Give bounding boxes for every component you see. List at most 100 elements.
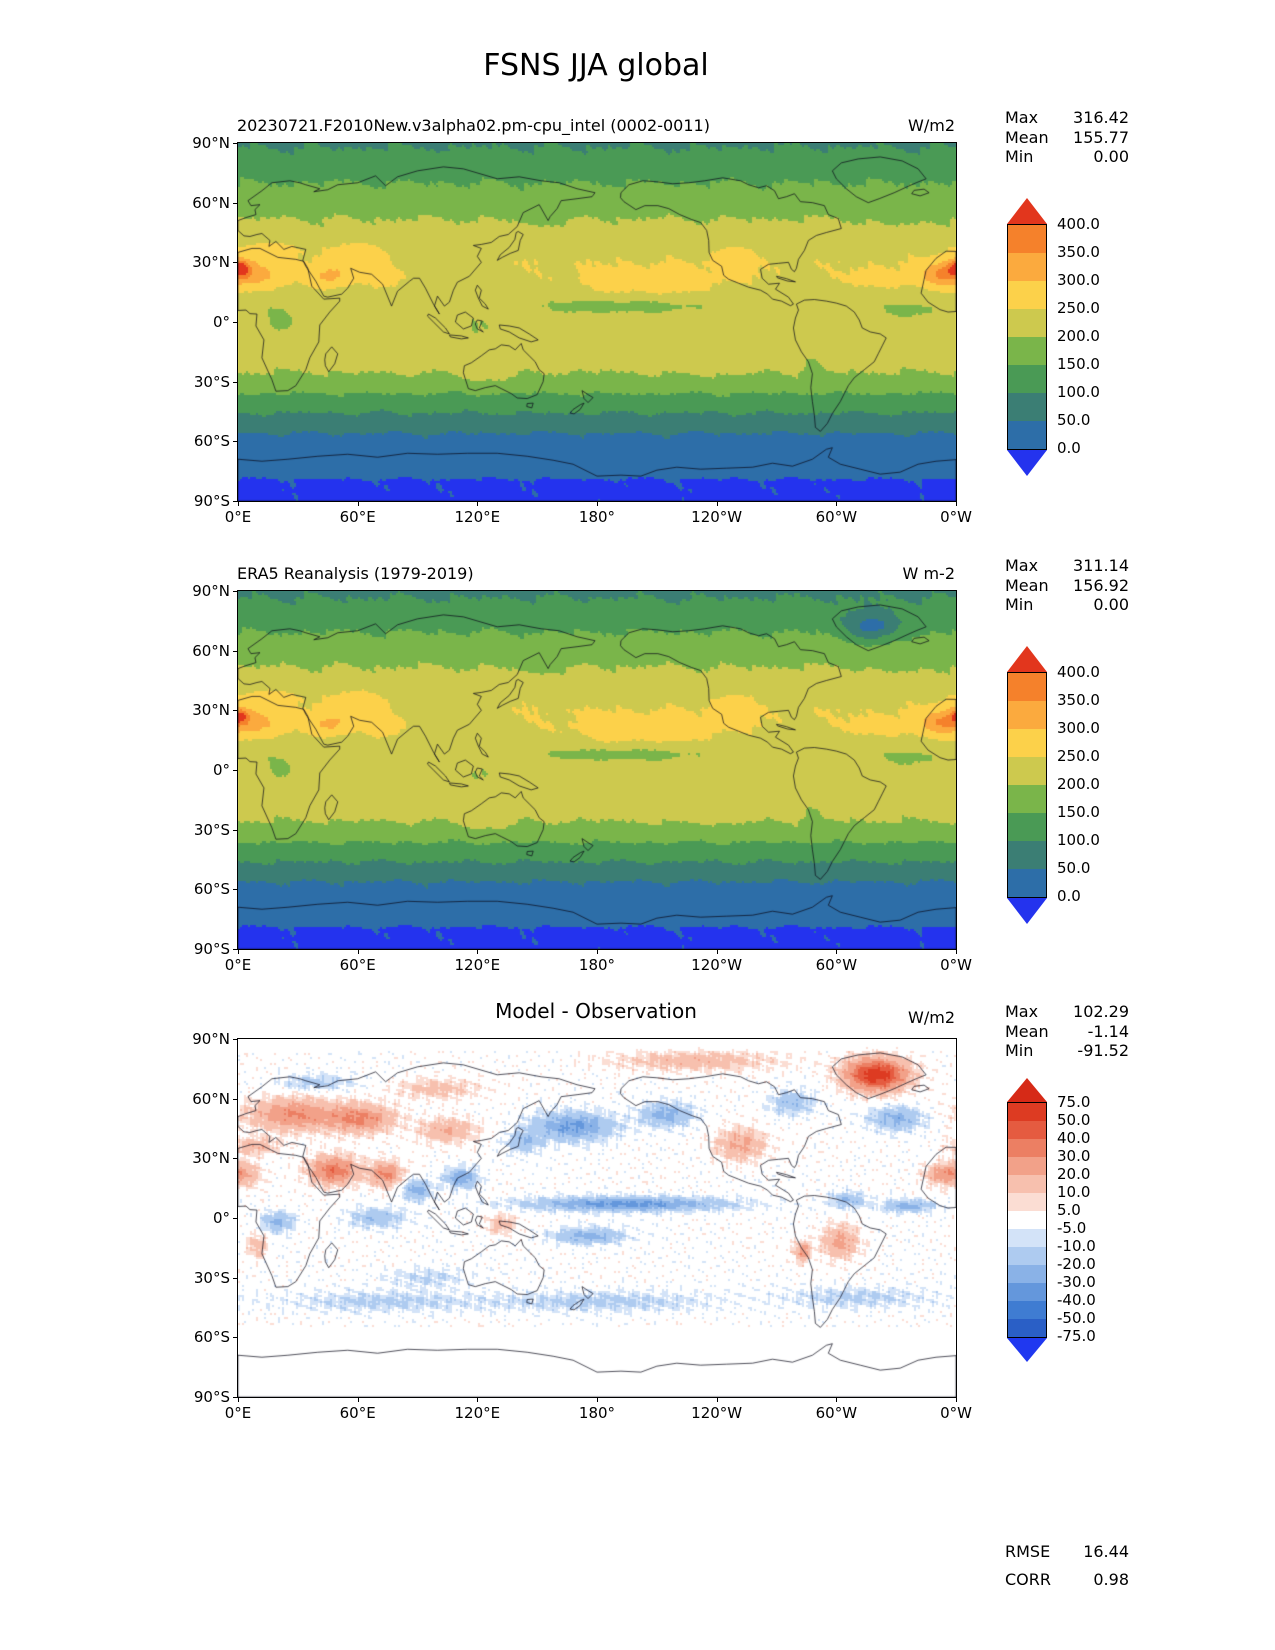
- stat-row: Min -91.52: [1005, 1041, 1129, 1061]
- panel1-map: 90°N 60°N 30°N 0° 30°S 60°S 90°S 0°E 60°E 120°E 18…: [192, 134, 972, 526]
- colorbar-box: [1008, 1265, 1046, 1283]
- lon-tick: [597, 501, 598, 506]
- lon-tick-label: 60°W: [815, 508, 858, 526]
- colorbar-tick-label: 200.0: [1057, 775, 1100, 793]
- lat-tick-label: 90°S: [193, 1388, 230, 1406]
- lon-tick: [716, 501, 718, 506]
- lat-tick: [233, 441, 238, 443]
- colorbar-boxes: [1007, 1102, 1047, 1338]
- lon-tick-label: 0°E: [224, 1404, 252, 1422]
- panel2-subtitle-row: ERA5 Reanalysis (1979-2019) W m-2: [237, 564, 955, 584]
- lat-tick-label: 30°N: [192, 253, 230, 272]
- panel1-units: W/m2: [908, 116, 955, 135]
- lon-tick: [238, 501, 239, 506]
- panel2-stats: Max 311.14 Mean 156.92 Min 0.00: [1005, 556, 1129, 615]
- lon-tick: [357, 501, 359, 506]
- lat-tick-label: 60°S: [193, 1328, 230, 1347]
- colorbar-box: [1008, 1157, 1046, 1175]
- panel3-skill-stats: RMSE 16.44 CORR 0.98: [1005, 1538, 1129, 1594]
- colorbar-tick-label: -10.0: [1057, 1237, 1096, 1255]
- colorbar-box: [1008, 309, 1046, 337]
- lat-tick-label: 60°S: [193, 432, 230, 451]
- stat-value-mean: 155.77: [1073, 127, 1129, 147]
- stat-label-mean: Mean: [1005, 127, 1049, 147]
- colorbar-tick-label: 250.0: [1057, 747, 1100, 765]
- panel2-map-canvas: [238, 591, 956, 949]
- lon-tick: [716, 1397, 718, 1402]
- figure-title: FSNS JJA global: [483, 48, 709, 83]
- colorbar-arrow-over: [1007, 198, 1047, 224]
- colorbar-tick-label: 20.0: [1057, 1165, 1091, 1183]
- lat-tick: [233, 829, 238, 831]
- lon-tick-label: 120°W: [691, 1404, 743, 1422]
- lon-tick-label: 60°W: [815, 956, 858, 974]
- colorbar-tick-label: -5.0: [1057, 1219, 1087, 1237]
- colorbar-tick-label: 50.0: [1057, 411, 1091, 429]
- colorbar-tick-label: 400.0: [1057, 215, 1100, 233]
- colorbar-tick-label: 300.0: [1057, 719, 1100, 737]
- lon-tick-label: 180°: [578, 508, 616, 526]
- lon-tick: [597, 949, 598, 954]
- lat-tick: [233, 650, 238, 652]
- panel1-stats: Max 316.42 Mean 155.77 Min 0.00: [1005, 108, 1129, 167]
- colorbar-box: [1008, 421, 1046, 449]
- lon-tick: [956, 1397, 957, 1402]
- stat-row: Max 102.29: [1005, 1002, 1129, 1022]
- stat-row: CORR 0.98: [1005, 1566, 1129, 1594]
- colorbar-arrow-under: [1007, 1338, 1047, 1362]
- lon-tick-label: 120°E: [454, 508, 501, 526]
- lon-tick: [357, 949, 359, 954]
- panel2-title: ERA5 Reanalysis (1979-2019): [237, 564, 474, 583]
- colorbar-tick-label: -75.0: [1057, 1327, 1096, 1345]
- stat-value-mean: 156.92: [1073, 575, 1129, 595]
- lon-tick-label: 60°E: [339, 1404, 376, 1422]
- lat-tick-label: 90°S: [193, 492, 230, 510]
- colorbar-tick-label: -20.0: [1057, 1255, 1096, 1273]
- colorbar-tick-label: 100.0: [1057, 383, 1100, 401]
- lat-tick: [233, 322, 238, 323]
- panel2-units: W m-2: [902, 564, 955, 583]
- colorbar-box: [1008, 225, 1046, 253]
- lon-tick: [956, 949, 957, 954]
- colorbar-box: [1008, 1211, 1046, 1229]
- colorbar-tick-label: 40.0: [1057, 1129, 1091, 1147]
- stat-value-max: 311.14: [1073, 556, 1129, 575]
- stat-value-min: 0.00: [1093, 595, 1129, 614]
- colorbar-tick-label: 50.0: [1057, 859, 1091, 877]
- panel1-subtitle-row: 20230721.F2010New.v3alpha02.pm-cpu_intel…: [237, 116, 955, 136]
- lat-tick: [233, 591, 238, 592]
- lat-tick-label: 60°S: [193, 880, 230, 899]
- lat-tick: [233, 1039, 238, 1040]
- colorbar-arrow-under: [1007, 898, 1047, 924]
- colorbar-tick-label: -40.0: [1057, 1291, 1096, 1309]
- lon-tick: [238, 949, 239, 954]
- colorbar-box: [1008, 1193, 1046, 1211]
- stat-label-min: Min: [1005, 595, 1034, 614]
- lat-tick: [233, 889, 238, 891]
- colorbar-tick-label: 10.0: [1057, 1183, 1091, 1201]
- stat-label-max: Max: [1005, 556, 1039, 575]
- lat-tick: [233, 1337, 238, 1339]
- lat-tick-label: 90°N: [192, 134, 230, 152]
- colorbar-arrow-under: [1007, 450, 1047, 476]
- colorbar-box: [1008, 253, 1046, 281]
- stat-label-min: Min: [1005, 1041, 1034, 1060]
- lon-tick-label: 60°W: [815, 1404, 858, 1422]
- lon-tick-label: 120°E: [454, 1404, 501, 1422]
- lat-tick: [233, 143, 238, 144]
- lon-tick-label: 0°W: [940, 508, 972, 526]
- colorbar-tick-label: 350.0: [1057, 691, 1100, 709]
- colorbar-tick-label: 400.0: [1057, 663, 1100, 681]
- lon-tick-label: 180°: [578, 956, 616, 974]
- panel1-title: 20230721.F2010New.v3alpha02.pm-cpu_intel…: [237, 116, 710, 135]
- stat-row: Min 0.00: [1005, 147, 1129, 167]
- lon-tick-label: 0°E: [224, 956, 252, 974]
- lon-tick: [477, 949, 479, 954]
- colorbar-box: [1008, 757, 1046, 785]
- stat-label-mean: Mean: [1005, 1021, 1049, 1041]
- stat-label-max: Max: [1005, 1002, 1039, 1021]
- colorbar-box: [1008, 1301, 1046, 1319]
- colorbar-box: [1008, 365, 1046, 393]
- lat-tick: [233, 262, 238, 264]
